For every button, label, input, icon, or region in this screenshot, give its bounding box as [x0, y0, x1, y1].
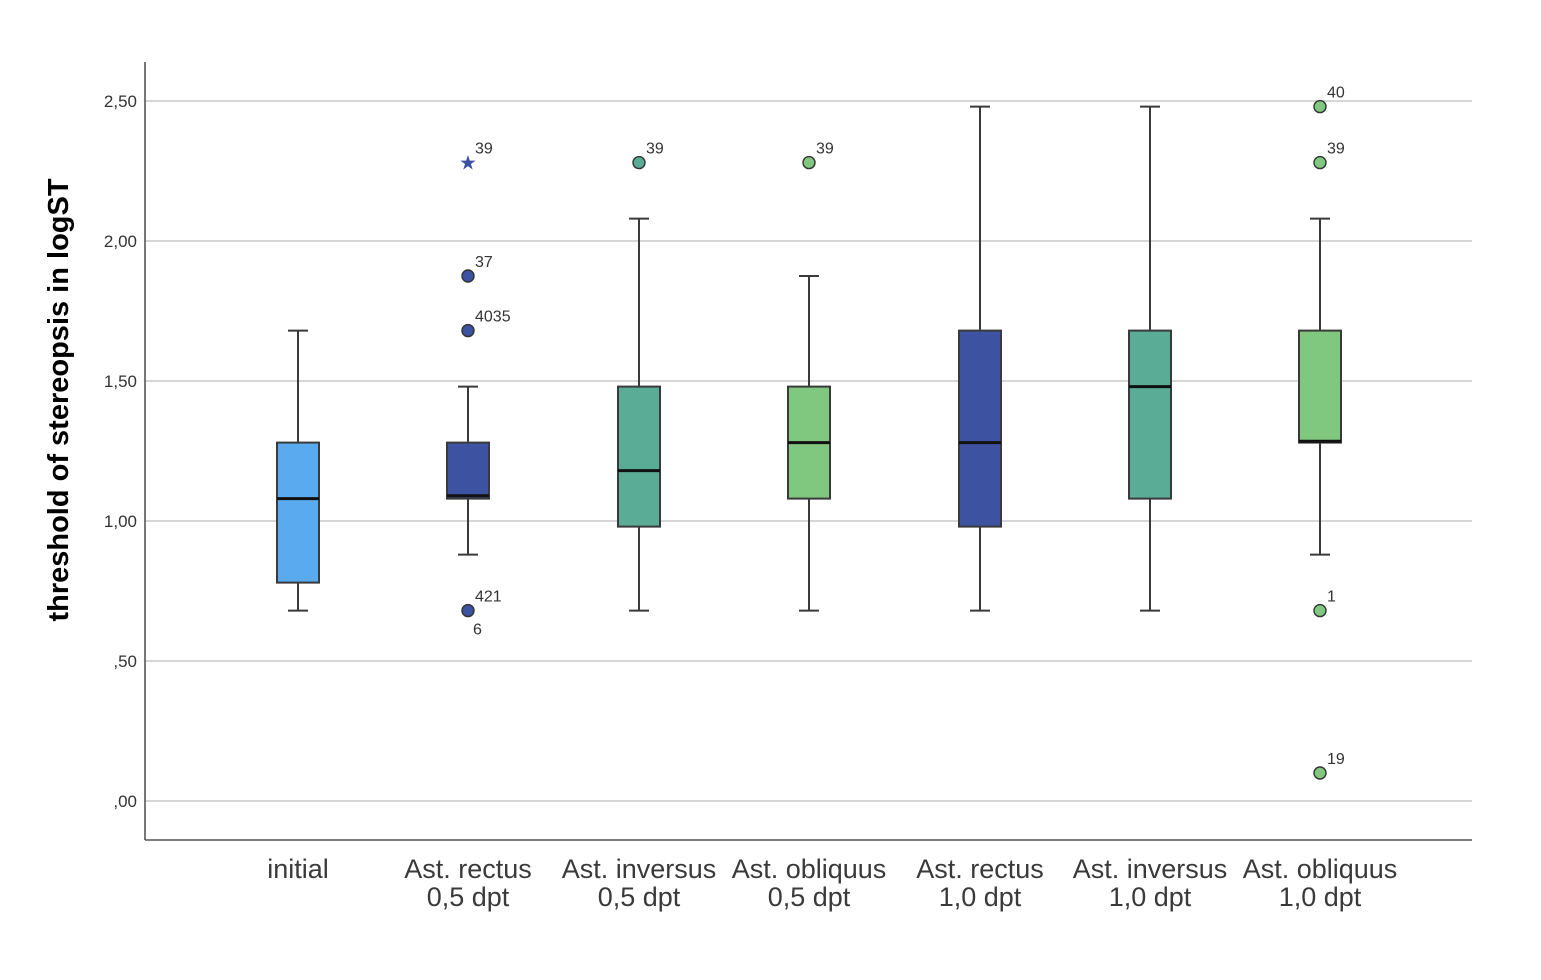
y-axis-title: threshold of stereopsis in logST [43, 178, 75, 621]
box-group [276, 329, 320, 612]
y-tick-labels: ,00 ,50 1,00 1,50 2,00 2,50 [104, 92, 137, 811]
category-label: 1,0 dpt [1109, 882, 1192, 912]
category-label: 0,5 dpt [427, 882, 510, 912]
axes [144, 62, 1472, 841]
y-tick-label: 2,00 [104, 232, 137, 251]
box-group: 39 [787, 141, 834, 612]
box-group [1128, 105, 1172, 612]
category-label: Ast. rectus [916, 854, 1044, 884]
box-iqr [276, 441, 320, 584]
outlier-label: 19 [1327, 751, 1345, 768]
category-label: Ast. obliquus [732, 854, 887, 884]
category-label: Ast. rectus [404, 854, 532, 884]
outlier-label: 6 [473, 622, 482, 639]
outlier-label: 39 [816, 141, 834, 158]
outlier-point [1313, 603, 1327, 618]
outlier-point [802, 155, 816, 170]
box-iqr [958, 329, 1002, 528]
outlier-point [1313, 155, 1327, 170]
category-label: 0,5 dpt [768, 882, 851, 912]
box-group: ★39 37 4035 421 6 [446, 141, 511, 639]
box-iqr [446, 441, 490, 500]
y-tick-label: 1,00 [104, 512, 137, 531]
box-group: 39 [617, 141, 664, 612]
category-label: initial [267, 854, 329, 884]
outlier-point [461, 269, 475, 283]
y-tick-label: ,50 [113, 652, 137, 671]
outlier-point [1313, 99, 1327, 114]
category-label: 1,0 dpt [939, 882, 1022, 912]
category-label: Ast. inversus [562, 854, 717, 884]
outlier-label: 39 [1327, 141, 1345, 158]
outlier-point [461, 603, 475, 618]
outlier-label: 4035 [475, 309, 511, 326]
category-label: Ast. inversus [1073, 854, 1228, 884]
box-iqr [617, 385, 661, 528]
box-iqr [1298, 329, 1342, 444]
outlier-label: 1 [1327, 589, 1336, 606]
category-label: 1,0 dpt [1279, 882, 1362, 912]
outlier-label: 37 [475, 254, 493, 271]
box-group: 40 39 1 19 [1298, 85, 1345, 780]
outlier-point [461, 323, 475, 338]
outlier-label: 421 [475, 589, 502, 606]
category-label: 0,5 dpt [598, 882, 681, 912]
box-group [958, 105, 1002, 612]
outlier-label: 39 [475, 141, 493, 158]
outlier-label: 39 [646, 141, 664, 158]
outlier-point [632, 155, 646, 170]
outlier-label: 40 [1327, 85, 1345, 102]
y-tick-label: ,00 [113, 792, 137, 811]
y-tick-label: 1,50 [104, 372, 137, 391]
box-iqr [1128, 329, 1172, 500]
extreme-outlier-star: ★ [459, 151, 477, 175]
y-tick-label: 2,50 [104, 92, 137, 111]
outlier-point [1313, 766, 1327, 780]
category-label: Ast. obliquus [1243, 854, 1398, 884]
